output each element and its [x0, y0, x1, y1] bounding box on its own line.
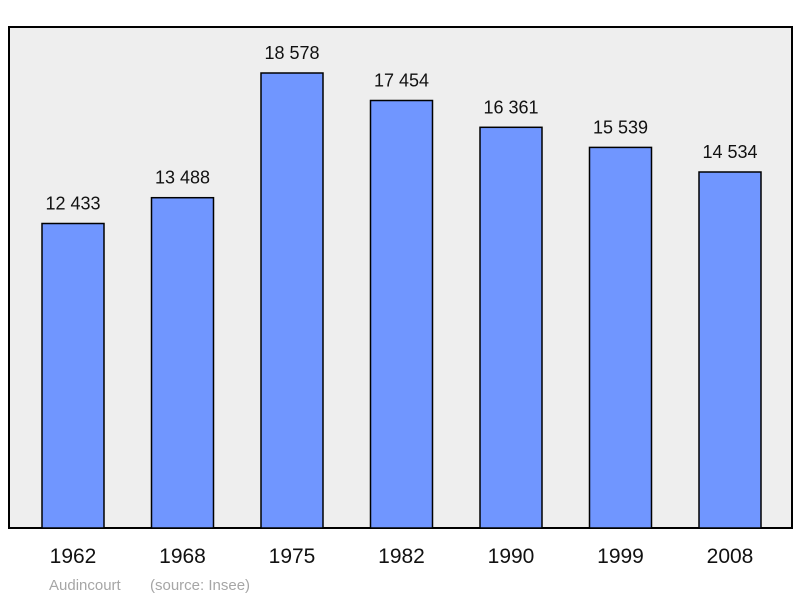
bar-1990 [479, 126, 543, 529]
bar-1968 [150, 196, 215, 529]
bar-value-label-1999: 15 539 [593, 117, 648, 137]
caption-source: (source: Insee) [150, 577, 250, 594]
x-tick-label-1975: 1975 [269, 545, 316, 568]
x-tick-label-1990: 1990 [488, 545, 535, 568]
bar-1982 [369, 99, 434, 529]
x-tick-label-1962: 1962 [50, 545, 97, 568]
bar-1999 [588, 146, 653, 529]
bars-group [41, 72, 762, 529]
x-tick-label-1999: 1999 [597, 545, 644, 568]
x-tick-label-1982: 1982 [378, 545, 425, 568]
bar-1975 [260, 72, 324, 529]
bar-value-label-1975: 18 578 [264, 43, 319, 63]
bar-value-label-1990: 16 361 [483, 97, 538, 117]
value-labels-group: 12 433 13 488 18 578 17 454 16 361 15 539 14 5… [45, 43, 757, 214]
bar-value-label-1968: 13 488 [155, 168, 210, 188]
bar-value-label-1962: 12 433 [45, 194, 100, 214]
bar-value-label-2008: 14 534 [702, 142, 757, 162]
x-tick-labels-group: 1962 1968 1975 1982 1990 1999 2008 [50, 545, 754, 568]
bar-1962 [41, 222, 105, 529]
bar-2008 [698, 171, 762, 529]
bar-value-label-1982: 17 454 [374, 71, 429, 91]
x-tick-label-2008: 2008 [707, 545, 754, 568]
caption-place: Audincourt [49, 577, 122, 594]
x-tick-label-1968: 1968 [159, 545, 206, 568]
